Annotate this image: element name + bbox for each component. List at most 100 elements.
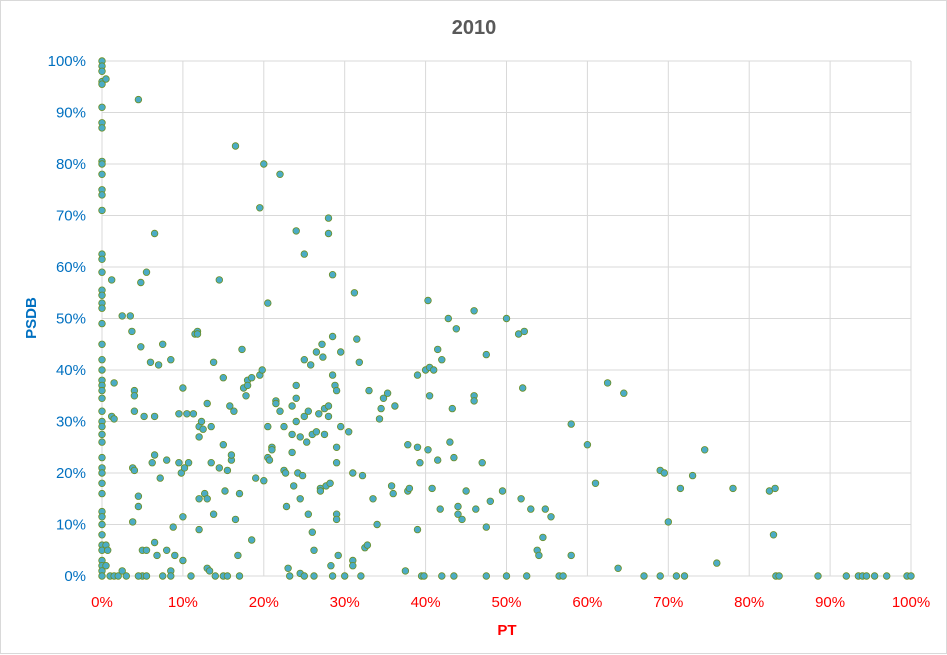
data-point — [907, 572, 915, 580]
data-point — [268, 446, 276, 454]
data-point — [304, 510, 312, 518]
data-point — [401, 567, 410, 575]
data-point — [118, 567, 126, 575]
data-point — [98, 340, 106, 348]
y-tick-label: 10% — [56, 517, 86, 534]
data-point — [337, 348, 345, 356]
data-point — [454, 502, 462, 511]
x-axis-title: PT — [497, 622, 516, 639]
data-point — [195, 525, 203, 534]
data-point — [98, 531, 106, 539]
x-tick-label: 50% — [491, 594, 521, 611]
data-point — [98, 304, 106, 312]
data-point — [425, 392, 434, 400]
data-point — [102, 562, 110, 570]
data-point — [640, 572, 648, 580]
data-point — [162, 546, 171, 554]
data-point — [292, 394, 300, 402]
y-tick-label: 30% — [56, 414, 86, 431]
data-point — [260, 477, 268, 485]
data-point — [424, 446, 432, 454]
data-point — [527, 505, 535, 513]
data-point — [110, 415, 118, 423]
data-point — [223, 572, 232, 580]
data-points — [98, 57, 915, 580]
data-point — [332, 515, 341, 524]
data-point — [769, 531, 778, 539]
data-point — [729, 484, 737, 493]
data-point — [98, 572, 106, 580]
data-point — [341, 572, 349, 580]
data-point — [363, 541, 372, 549]
data-point — [175, 459, 183, 467]
data-point — [387, 482, 396, 490]
data-point — [292, 381, 300, 390]
data-point — [280, 422, 288, 431]
data-point — [454, 510, 462, 518]
data-point — [450, 572, 458, 580]
y-tick-label: 0% — [64, 568, 86, 585]
data-point — [373, 520, 381, 529]
data-point — [701, 446, 709, 454]
data-point — [420, 572, 428, 580]
data-point — [472, 505, 480, 513]
data-point — [312, 348, 321, 356]
data-point — [134, 492, 143, 500]
data-point — [672, 572, 681, 580]
data-point — [416, 459, 424, 467]
data-point — [436, 505, 444, 513]
data-point — [179, 556, 187, 565]
y-tick-label: 80% — [56, 156, 86, 173]
data-point — [567, 551, 575, 560]
data-point — [519, 384, 527, 392]
data-point — [98, 103, 106, 111]
data-point — [337, 422, 345, 431]
data-point — [424, 296, 432, 305]
data-point — [482, 572, 490, 580]
data-point — [197, 417, 206, 426]
data-point — [308, 528, 316, 536]
data-point — [328, 371, 337, 379]
data-point — [98, 520, 106, 529]
data-point — [98, 160, 106, 168]
y-tick-label: 100% — [48, 53, 86, 70]
data-point — [247, 374, 256, 382]
data-point — [405, 484, 414, 493]
data-point — [486, 497, 494, 505]
data-point — [862, 572, 871, 580]
data-point — [688, 471, 697, 480]
data-point — [498, 487, 507, 495]
data-point — [286, 572, 294, 580]
data-point — [221, 487, 229, 495]
data-point — [98, 124, 106, 132]
data-point — [591, 479, 600, 487]
data-point — [235, 489, 244, 498]
data-point — [98, 356, 106, 364]
data-point — [350, 289, 359, 297]
data-point — [98, 438, 106, 446]
data-point — [345, 428, 353, 436]
data-point — [219, 441, 227, 449]
data-point — [98, 469, 106, 477]
data-point — [230, 407, 238, 415]
y-tick-label: 90% — [56, 105, 86, 122]
data-point — [158, 340, 167, 348]
data-point — [349, 562, 357, 570]
data-point — [184, 459, 193, 467]
y-tick-label: 20% — [56, 465, 86, 482]
data-point — [195, 495, 203, 503]
data-point — [98, 489, 106, 498]
data-point — [231, 142, 240, 150]
data-point — [128, 518, 137, 526]
data-point — [150, 412, 159, 421]
data-point — [187, 572, 195, 580]
data-point — [288, 430, 296, 439]
data-point — [98, 170, 106, 178]
data-point — [142, 546, 151, 554]
data-point — [258, 366, 266, 374]
x-tick-label: 0% — [91, 594, 113, 611]
data-point — [771, 484, 779, 493]
data-point — [357, 572, 365, 580]
data-point — [264, 422, 272, 431]
